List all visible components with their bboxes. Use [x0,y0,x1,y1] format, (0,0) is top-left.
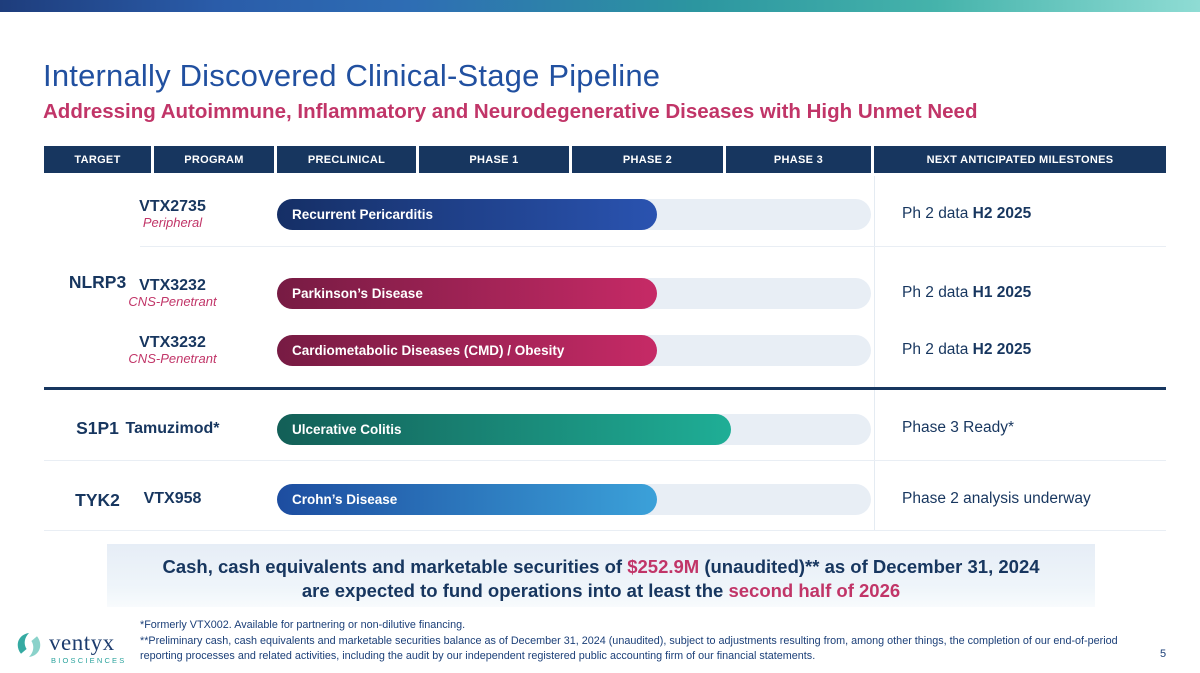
program-tamuzimod: Tamuzimod* [105,420,240,438]
row-separator [44,460,1166,461]
cash-runway: second half of 2026 [728,580,901,602]
pipeline-track: Parkinson’s Disease [277,278,871,309]
pipeline-track: Ulcerative Colitis [277,414,871,445]
pipeline-bar-crohns-disease: Crohn’s Disease [277,484,657,515]
pipeline-track: Cardiometabolic Diseases (CMD) / Obesity [277,335,871,366]
logo-subtitle: BIOSCIENCES [51,655,127,665]
milestone-text: Ph 2 data [902,341,973,358]
row-separator [44,530,1166,531]
program-name: VTX3232 [139,334,206,351]
pipeline-bar-cmd-obesity: Cardiometabolic Diseases (CMD) / Obesity [277,335,657,366]
footnotes: *Formerly VTX002. Available for partneri… [140,618,1132,665]
table-header-row: TARGET PROGRAM PRECLINICAL PHASE 1 PHASE… [44,146,1166,173]
milestone-date: H2 2025 [972,341,1032,358]
milestones-column-divider [874,176,875,530]
cash-text: (unaudited)** as of December 31, 2024 [699,556,1040,577]
cash-amount: $252.9M [627,556,700,577]
header-program: PROGRAM [154,146,274,173]
milestone-text: Phase 2 analysis underway [902,490,1091,507]
pipeline-track: Recurrent Pericarditis [277,199,871,230]
milestone-date: H1 2025 [972,284,1032,301]
milestone-text: Ph 2 data [902,205,973,222]
page-number: 5 [1160,648,1167,660]
program-name: VTX2735 [139,198,206,215]
program-subtype: Peripheral [142,215,203,231]
pipeline-bar-ulcerative-colitis: Ulcerative Colitis [277,414,731,445]
cash-text: are expected to fund operations into at … [301,580,729,602]
header-phase3: PHASE 3 [726,146,871,173]
footnote-1: *Formerly VTX002. Available for partneri… [140,619,466,631]
program-vtx2735: VTX2735 Peripheral [105,198,240,231]
program-subtype: CNS-Penetrant [128,294,217,310]
header-phase2: PHASE 2 [572,146,723,173]
pipeline-track: Crohn’s Disease [277,484,871,515]
row-separator [140,246,1166,247]
target-tyk2: TYK2 [75,490,120,510]
milestone-text: Ph 2 data [902,284,973,301]
target-nlrp3: NLRP3 [68,272,127,292]
program-vtx958: VTX958 [105,490,240,508]
program-name: VTX3232 [139,277,206,294]
page-title: Internally Discovered Clinical-Stage Pip… [43,58,661,93]
milestone-row5: Phase 2 analysis underway [902,490,1091,508]
header-milestones: NEXT ANTICIPATED MILESTONES [874,146,1166,173]
cash-line2: are expected to fund operations into at … [107,579,1095,603]
milestone-row3: Ph 2 data H2 2025 [902,341,1031,359]
milestone-text: Phase 3 Ready* [902,419,1015,436]
logo-name: ventyx [49,629,115,655]
header-preclinical: PRECLINICAL [277,146,416,173]
page-subtitle: Addressing Autoimmune, Inflammatory and … [43,100,978,123]
program-subtype: CNS-Penetrant [128,351,217,367]
pipeline-bar-parkinsons-disease: Parkinson’s Disease [277,278,657,309]
cash-line1: Cash, cash equivalents and marketable se… [107,555,1095,579]
program-name: VTX958 [143,490,202,507]
header-phase1: PHASE 1 [419,146,569,173]
milestone-row4: Phase 3 Ready* [902,419,1014,437]
header-target: TARGET [44,146,151,173]
logo-wordmark: ventyx BIOSCIENCES [49,631,126,665]
ventyx-logo: ventyx BIOSCIENCES [13,628,126,667]
cash-text: Cash, cash equivalents and marketable se… [162,556,628,577]
top-gradient-bar [0,0,1200,12]
target-s1p1: S1P1 [76,418,119,438]
ventyx-swirl-icon [13,628,45,667]
program-name: Tamuzimod* [125,420,220,437]
program-vtx3232-pd: VTX3232 CNS-Penetrant [105,277,240,310]
program-vtx3232-cmd: VTX3232 CNS-Penetrant [105,334,240,367]
milestone-date: H2 2025 [972,205,1032,222]
pipeline-bar-recurrent-pericarditis: Recurrent Pericarditis [277,199,657,230]
cash-banner: Cash, cash equivalents and marketable se… [107,544,1095,607]
footnote-2: **Preliminary cash, cash equivalents and… [140,634,1118,663]
milestone-row2: Ph 2 data H1 2025 [902,284,1031,302]
section-divider [44,387,1166,390]
milestone-row1: Ph 2 data H2 2025 [902,205,1031,223]
